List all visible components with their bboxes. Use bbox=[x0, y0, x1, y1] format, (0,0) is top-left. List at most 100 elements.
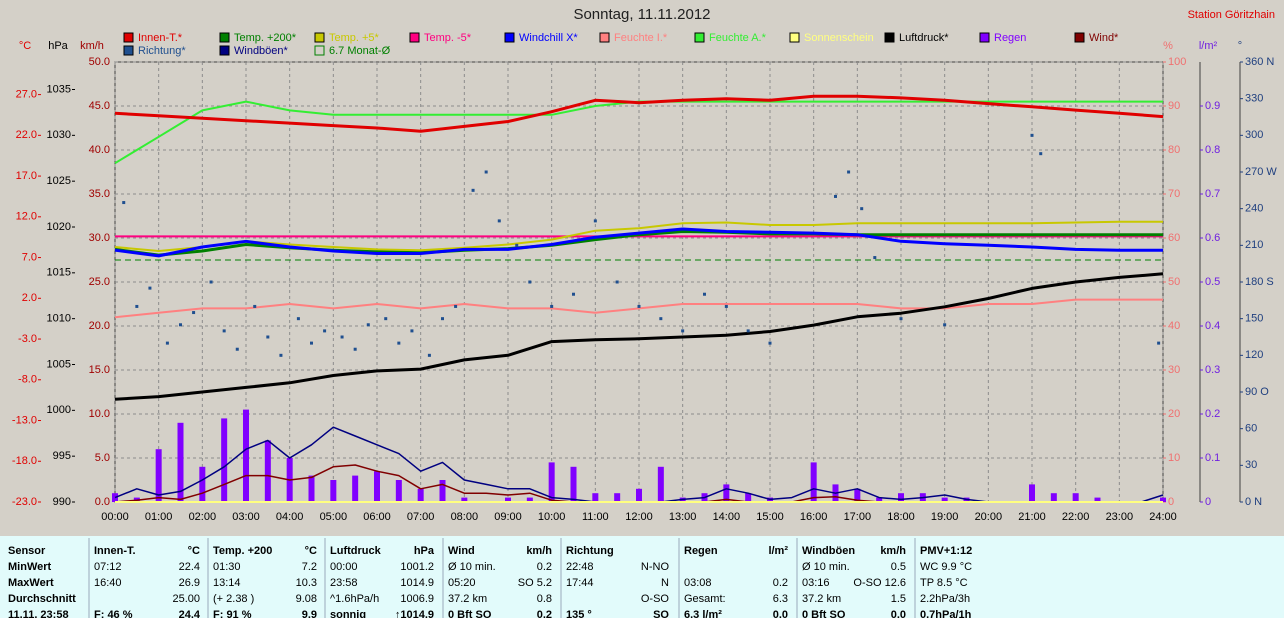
direction-dot bbox=[323, 329, 327, 333]
legend-swatch bbox=[599, 32, 610, 43]
table-cell: (+ 2.38 ) bbox=[213, 593, 254, 605]
x-tick-label: 02:00 bbox=[189, 511, 217, 523]
legend-swatch bbox=[409, 32, 420, 43]
legend-swatch bbox=[314, 45, 325, 56]
table-cell: Innen-T. bbox=[94, 545, 136, 557]
y-tick-label: 90 bbox=[1168, 100, 1180, 112]
y-tick-label: 0.1 bbox=[1205, 452, 1220, 464]
table-cell: 00:00 bbox=[330, 561, 358, 573]
y-tick-label: 15.0 bbox=[89, 364, 110, 376]
legend-swatch bbox=[123, 32, 134, 43]
direction-dot bbox=[899, 317, 903, 321]
legend-swatch bbox=[789, 32, 800, 43]
y-tick-label: 0.4 bbox=[1205, 320, 1220, 332]
y-tick-label: 995 bbox=[53, 450, 71, 462]
table-cell: SO bbox=[653, 609, 669, 618]
axis-unit: % bbox=[1163, 40, 1173, 52]
legend-swatch bbox=[123, 45, 134, 56]
direction-dot bbox=[122, 201, 126, 205]
table-cell: 0.0 bbox=[773, 609, 788, 618]
y-tick-label: 25.0 bbox=[89, 276, 110, 288]
x-tick-label: 03:00 bbox=[232, 511, 260, 523]
direction-dot bbox=[943, 323, 947, 327]
direction-dot bbox=[1157, 341, 1161, 345]
y-tick-label: 180 S bbox=[1245, 276, 1274, 288]
direction-dot bbox=[1039, 152, 1043, 156]
x-tick-label: 16:00 bbox=[800, 511, 828, 523]
table-cell: 24.4 bbox=[179, 609, 201, 618]
y-tick-label: -3.0 bbox=[18, 333, 37, 345]
rain-bar bbox=[199, 466, 206, 502]
table-cell: 1014.9 bbox=[400, 577, 434, 589]
y-tick-label: 2.0 bbox=[22, 292, 37, 304]
table-cell: 0.0 bbox=[891, 609, 906, 618]
y-tick-label: 80 bbox=[1168, 144, 1180, 156]
direction-dot bbox=[615, 280, 619, 284]
y-tick-label: 7.0 bbox=[22, 251, 37, 263]
legend-swatch bbox=[219, 45, 230, 56]
y-tick-label: 240 bbox=[1245, 203, 1263, 215]
table-cell: 10.3 bbox=[296, 577, 317, 589]
direction-dot bbox=[279, 353, 283, 357]
table-cell: 16:40 bbox=[94, 577, 122, 589]
chart-title: Sonntag, 11.11.2012 bbox=[573, 6, 710, 23]
y-tick-label: 0.2 bbox=[1205, 408, 1220, 420]
rain-bar bbox=[636, 488, 642, 502]
rain-bar bbox=[898, 493, 904, 502]
x-tick-label: 07:00 bbox=[407, 511, 435, 523]
table-cell: 37.2 km bbox=[802, 593, 841, 605]
table-cell: TP 8.5 °C bbox=[920, 577, 968, 589]
legend-label: Temp. +200* bbox=[234, 32, 297, 44]
direction-dot bbox=[550, 304, 554, 308]
rain-bar bbox=[221, 418, 228, 502]
y-tick-label: 100 bbox=[1168, 56, 1186, 68]
y-tick-label: 1025 bbox=[47, 175, 71, 187]
y-tick-label: 0.3 bbox=[1205, 364, 1220, 376]
x-tick-label: 17:00 bbox=[844, 511, 872, 523]
rain-bar bbox=[308, 475, 315, 502]
series-line bbox=[114, 227, 1163, 258]
table-cell: WC 9.9 °C bbox=[920, 561, 972, 573]
table-cell: N bbox=[661, 577, 669, 589]
y-tick-label: 1035 bbox=[47, 83, 71, 95]
x-tick-label: 00:00 bbox=[101, 511, 129, 523]
rain-bar bbox=[330, 480, 337, 502]
direction-dot bbox=[703, 292, 706, 296]
rain-bar bbox=[461, 497, 468, 502]
rain-bar bbox=[592, 493, 599, 502]
table-cell: N-NO bbox=[641, 561, 670, 573]
axis-unit: ° bbox=[1238, 40, 1242, 52]
table-cell: 25.00 bbox=[172, 593, 200, 605]
direction-dot bbox=[873, 256, 877, 260]
table-cell: Wind bbox=[448, 545, 475, 557]
y-tick-label: -8.0 bbox=[18, 374, 37, 386]
rain-bar bbox=[1160, 497, 1166, 502]
table-cell: 2.2hPa/3h bbox=[920, 593, 970, 605]
direction-dot bbox=[497, 219, 501, 223]
table-cell: ↑1014.9 bbox=[395, 609, 434, 618]
y-tick-label: 1000 bbox=[47, 404, 71, 416]
y-tick-label: 0 bbox=[1205, 496, 1211, 508]
legend-label: Temp. -5* bbox=[424, 32, 472, 44]
table-cell: 9.9 bbox=[302, 609, 317, 618]
legend-label: Windchill X* bbox=[519, 32, 578, 44]
rain-bar bbox=[614, 493, 621, 502]
direction-dot bbox=[366, 323, 370, 327]
table-cell: 1006.9 bbox=[400, 593, 434, 605]
y-tick-label: 0.5 bbox=[1205, 276, 1220, 288]
rain-bar bbox=[374, 471, 380, 502]
x-tick-label: 18:00 bbox=[887, 511, 915, 523]
table-cell: PMV+1:12 bbox=[920, 545, 972, 557]
table-cell: °C bbox=[305, 545, 317, 557]
table-cell: 26.9 bbox=[179, 577, 200, 589]
rain-bar bbox=[723, 484, 730, 502]
y-tick-label: 70 bbox=[1168, 188, 1180, 200]
rain-bar bbox=[548, 462, 555, 502]
table-cell: 07:12 bbox=[94, 561, 122, 573]
table-cell: O-SO bbox=[641, 593, 670, 605]
legend-swatch bbox=[884, 32, 895, 43]
direction-dot bbox=[860, 207, 864, 211]
legend-label: Innen-T.* bbox=[138, 32, 183, 44]
direction-dot bbox=[768, 341, 772, 345]
